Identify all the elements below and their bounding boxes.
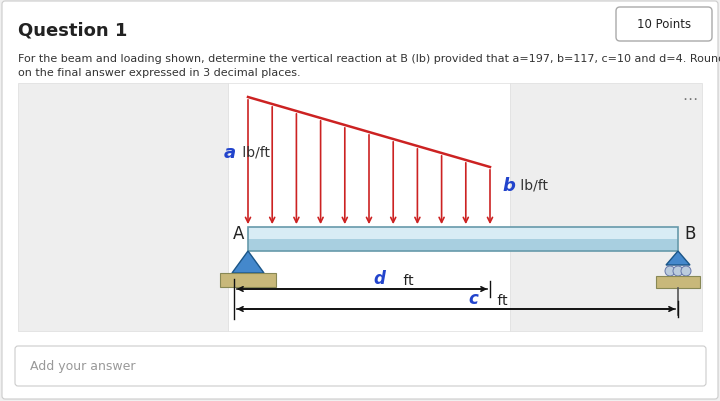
Text: Add your answer: Add your answer xyxy=(30,360,135,373)
Polygon shape xyxy=(666,251,690,265)
Bar xyxy=(248,227,678,251)
Circle shape xyxy=(673,266,683,276)
Text: B: B xyxy=(684,225,696,242)
Text: ⋯: ⋯ xyxy=(683,92,698,107)
Text: For the beam and loading shown, determine the vertical reaction at B (lb) provid: For the beam and loading shown, determin… xyxy=(18,54,720,64)
Text: ft: ft xyxy=(493,293,508,307)
Circle shape xyxy=(665,266,675,276)
FancyBboxPatch shape xyxy=(15,346,706,386)
Text: ft: ft xyxy=(399,273,413,287)
FancyBboxPatch shape xyxy=(616,8,712,42)
Bar xyxy=(18,84,228,331)
Polygon shape xyxy=(232,251,264,273)
Bar xyxy=(248,227,678,239)
Text: on the final answer expressed in 3 decimal places.: on the final answer expressed in 3 decim… xyxy=(18,68,301,78)
Bar xyxy=(248,239,678,251)
Text: lb/ft: lb/ft xyxy=(238,146,270,160)
Bar xyxy=(228,84,510,331)
Text: d: d xyxy=(373,269,385,287)
Bar xyxy=(656,276,700,288)
Text: 10 Points: 10 Points xyxy=(637,18,691,31)
Text: Question 1: Question 1 xyxy=(18,22,127,40)
Circle shape xyxy=(681,266,691,276)
Text: a: a xyxy=(224,144,236,162)
Text: c: c xyxy=(468,289,478,307)
Text: A: A xyxy=(233,225,244,242)
Text: lb/ft: lb/ft xyxy=(516,178,548,192)
Bar xyxy=(220,273,276,287)
Bar xyxy=(510,84,702,331)
Text: b: b xyxy=(502,176,515,194)
